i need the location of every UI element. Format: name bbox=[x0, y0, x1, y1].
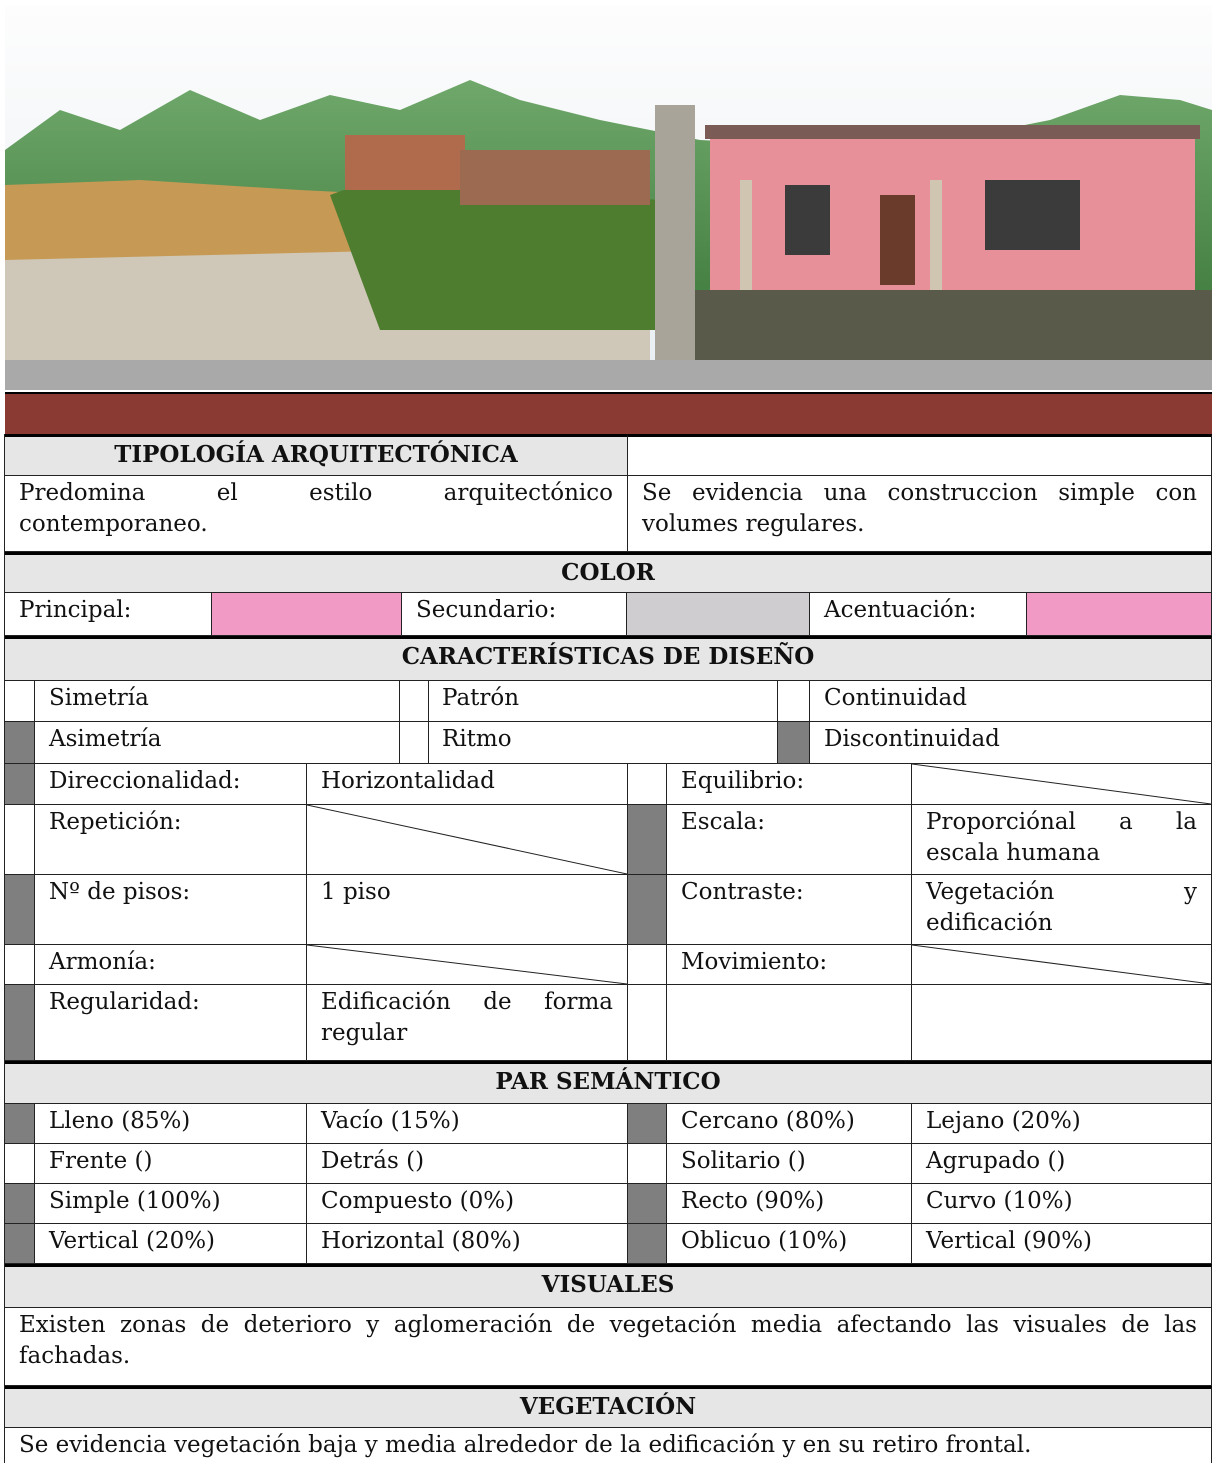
pair-right: Compuesto (0%) bbox=[307, 1184, 628, 1224]
pair-right: Vertical (90%) bbox=[912, 1224, 1212, 1264]
marker bbox=[628, 1104, 667, 1144]
attribute-value bbox=[912, 945, 1212, 985]
option-label: Asimetría bbox=[35, 722, 400, 764]
diagonal bbox=[912, 945, 1211, 984]
marker bbox=[628, 1184, 667, 1224]
text-cell: Se evidencia vegetación baja y media alr… bbox=[5, 1428, 1212, 1463]
marker bbox=[5, 1224, 35, 1264]
pair-left: Cercano (80%) bbox=[667, 1104, 912, 1144]
marker bbox=[5, 875, 35, 945]
text-cell: Se evidencia una construccion simple con… bbox=[628, 476, 1212, 552]
marker bbox=[778, 681, 810, 722]
marker bbox=[628, 875, 667, 945]
marker bbox=[400, 722, 429, 764]
blank-cell bbox=[628, 434, 1212, 476]
option-label: Continuidad bbox=[810, 681, 1212, 722]
diagonal bbox=[307, 805, 627, 874]
pair-left: Frente () bbox=[35, 1144, 307, 1184]
marker bbox=[5, 764, 35, 805]
section-header: PAR SEMÁNTICO bbox=[5, 1061, 1212, 1104]
pair-left: Recto (90%) bbox=[667, 1184, 912, 1224]
pair-left: Simple (100%) bbox=[35, 1184, 307, 1224]
text-cell: Predomina el estilo arquitectónico conte… bbox=[5, 476, 628, 552]
marker bbox=[5, 1104, 35, 1144]
section-header: VEGETACIÓN bbox=[5, 1386, 1212, 1428]
marker bbox=[5, 1184, 35, 1224]
color-swatch bbox=[1027, 593, 1212, 636]
marker bbox=[5, 805, 35, 875]
color-label: Acentuación: bbox=[810, 593, 1027, 636]
photo bbox=[5, 5, 1212, 390]
attribute-value: Edificación de forma regular bbox=[307, 985, 628, 1061]
marker bbox=[628, 1144, 667, 1184]
attribute-label: Regularidad: bbox=[35, 985, 307, 1061]
attribute-value: Proporciónal a la escala humana bbox=[912, 805, 1212, 875]
marker bbox=[628, 945, 667, 985]
section-header: TIPOLOGÍA ARQUITECTÓNICA bbox=[5, 434, 628, 476]
pair-left: Vertical (20%) bbox=[35, 1224, 307, 1264]
attribute-label: Direccionalidad: bbox=[35, 764, 307, 805]
option-label: Discontinuidad bbox=[810, 722, 1212, 764]
marker bbox=[628, 1224, 667, 1264]
pair-right: Lejano (20%) bbox=[912, 1104, 1212, 1144]
marker bbox=[778, 722, 810, 764]
pair-right: Curvo (10%) bbox=[912, 1184, 1212, 1224]
color-label: Principal: bbox=[5, 593, 212, 636]
section-header: CARACTERÍSTICAS DE DISEÑO bbox=[5, 636, 1212, 681]
color-swatch bbox=[212, 593, 402, 636]
attribute-label: Armonía: bbox=[35, 945, 307, 985]
attribute-value bbox=[307, 805, 628, 875]
option-label: Simetría bbox=[35, 681, 400, 722]
marker bbox=[400, 681, 429, 722]
pair-left: Solitario () bbox=[667, 1144, 912, 1184]
marker bbox=[628, 764, 667, 805]
attribute-label: Escala: bbox=[667, 805, 912, 875]
marker bbox=[5, 681, 35, 722]
marker bbox=[5, 722, 35, 764]
diagonal bbox=[912, 764, 1211, 804]
color-label: Secundario: bbox=[402, 593, 627, 636]
pair-left: Lleno (85%) bbox=[35, 1104, 307, 1144]
section-header: COLOR bbox=[5, 552, 1212, 593]
attribute-value: Horizontalidad bbox=[307, 764, 628, 805]
attribute-label: Repetición: bbox=[35, 805, 307, 875]
marker bbox=[628, 805, 667, 875]
border-left bbox=[4, 434, 5, 1463]
attribute-label: Movimiento: bbox=[667, 945, 912, 985]
marker bbox=[5, 985, 35, 1061]
attribute-value: 1 piso bbox=[307, 875, 628, 945]
text-cell: Existen zonas de deterioro y aglomeració… bbox=[5, 1308, 1212, 1386]
option-label: Patrón bbox=[428, 681, 778, 722]
blank-cell bbox=[912, 985, 1212, 1061]
attribute-label: Nº de pisos: bbox=[35, 875, 307, 945]
option-label: Ritmo bbox=[428, 722, 778, 764]
attribute-value bbox=[912, 764, 1212, 805]
section-header: VISUALES bbox=[5, 1264, 1212, 1308]
color-swatch bbox=[627, 593, 810, 636]
attribute-label: Contraste: bbox=[667, 875, 912, 945]
marker bbox=[628, 985, 667, 1061]
marker bbox=[5, 1144, 35, 1184]
blank-cell bbox=[667, 985, 912, 1061]
attribute-value: Vegetación y edificación bbox=[912, 875, 1212, 945]
pair-right: Detrás () bbox=[307, 1144, 628, 1184]
pair-right: Vacío (15%) bbox=[307, 1104, 628, 1144]
attribute-value bbox=[307, 945, 628, 985]
diagonal bbox=[307, 945, 627, 984]
pair-left: Oblicuo (10%) bbox=[667, 1224, 912, 1264]
attribute-label: Equilibrio: bbox=[667, 764, 912, 805]
band bbox=[5, 392, 1212, 434]
pair-right: Horizontal (80%) bbox=[307, 1224, 628, 1264]
marker bbox=[5, 945, 35, 985]
pair-right: Agrupado () bbox=[912, 1144, 1212, 1184]
